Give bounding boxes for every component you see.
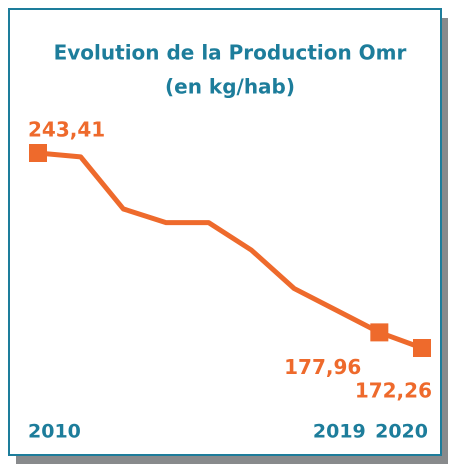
x-tick-label: 2020 [375,421,428,443]
data-label: 177,96 [284,355,361,379]
data-label: 243,41 [28,118,105,142]
marker [370,323,389,342]
line [37,150,423,351]
marker [413,339,431,357]
x-tick-label: 2019 [313,421,366,443]
data-label: 172,26 [355,379,432,403]
chart-title: Evolution de la Production Omr [54,41,407,65]
chart-subtitle: (en kg/hab) [165,75,295,99]
x-tick-label: 2010 [28,421,81,443]
marker [29,144,47,162]
